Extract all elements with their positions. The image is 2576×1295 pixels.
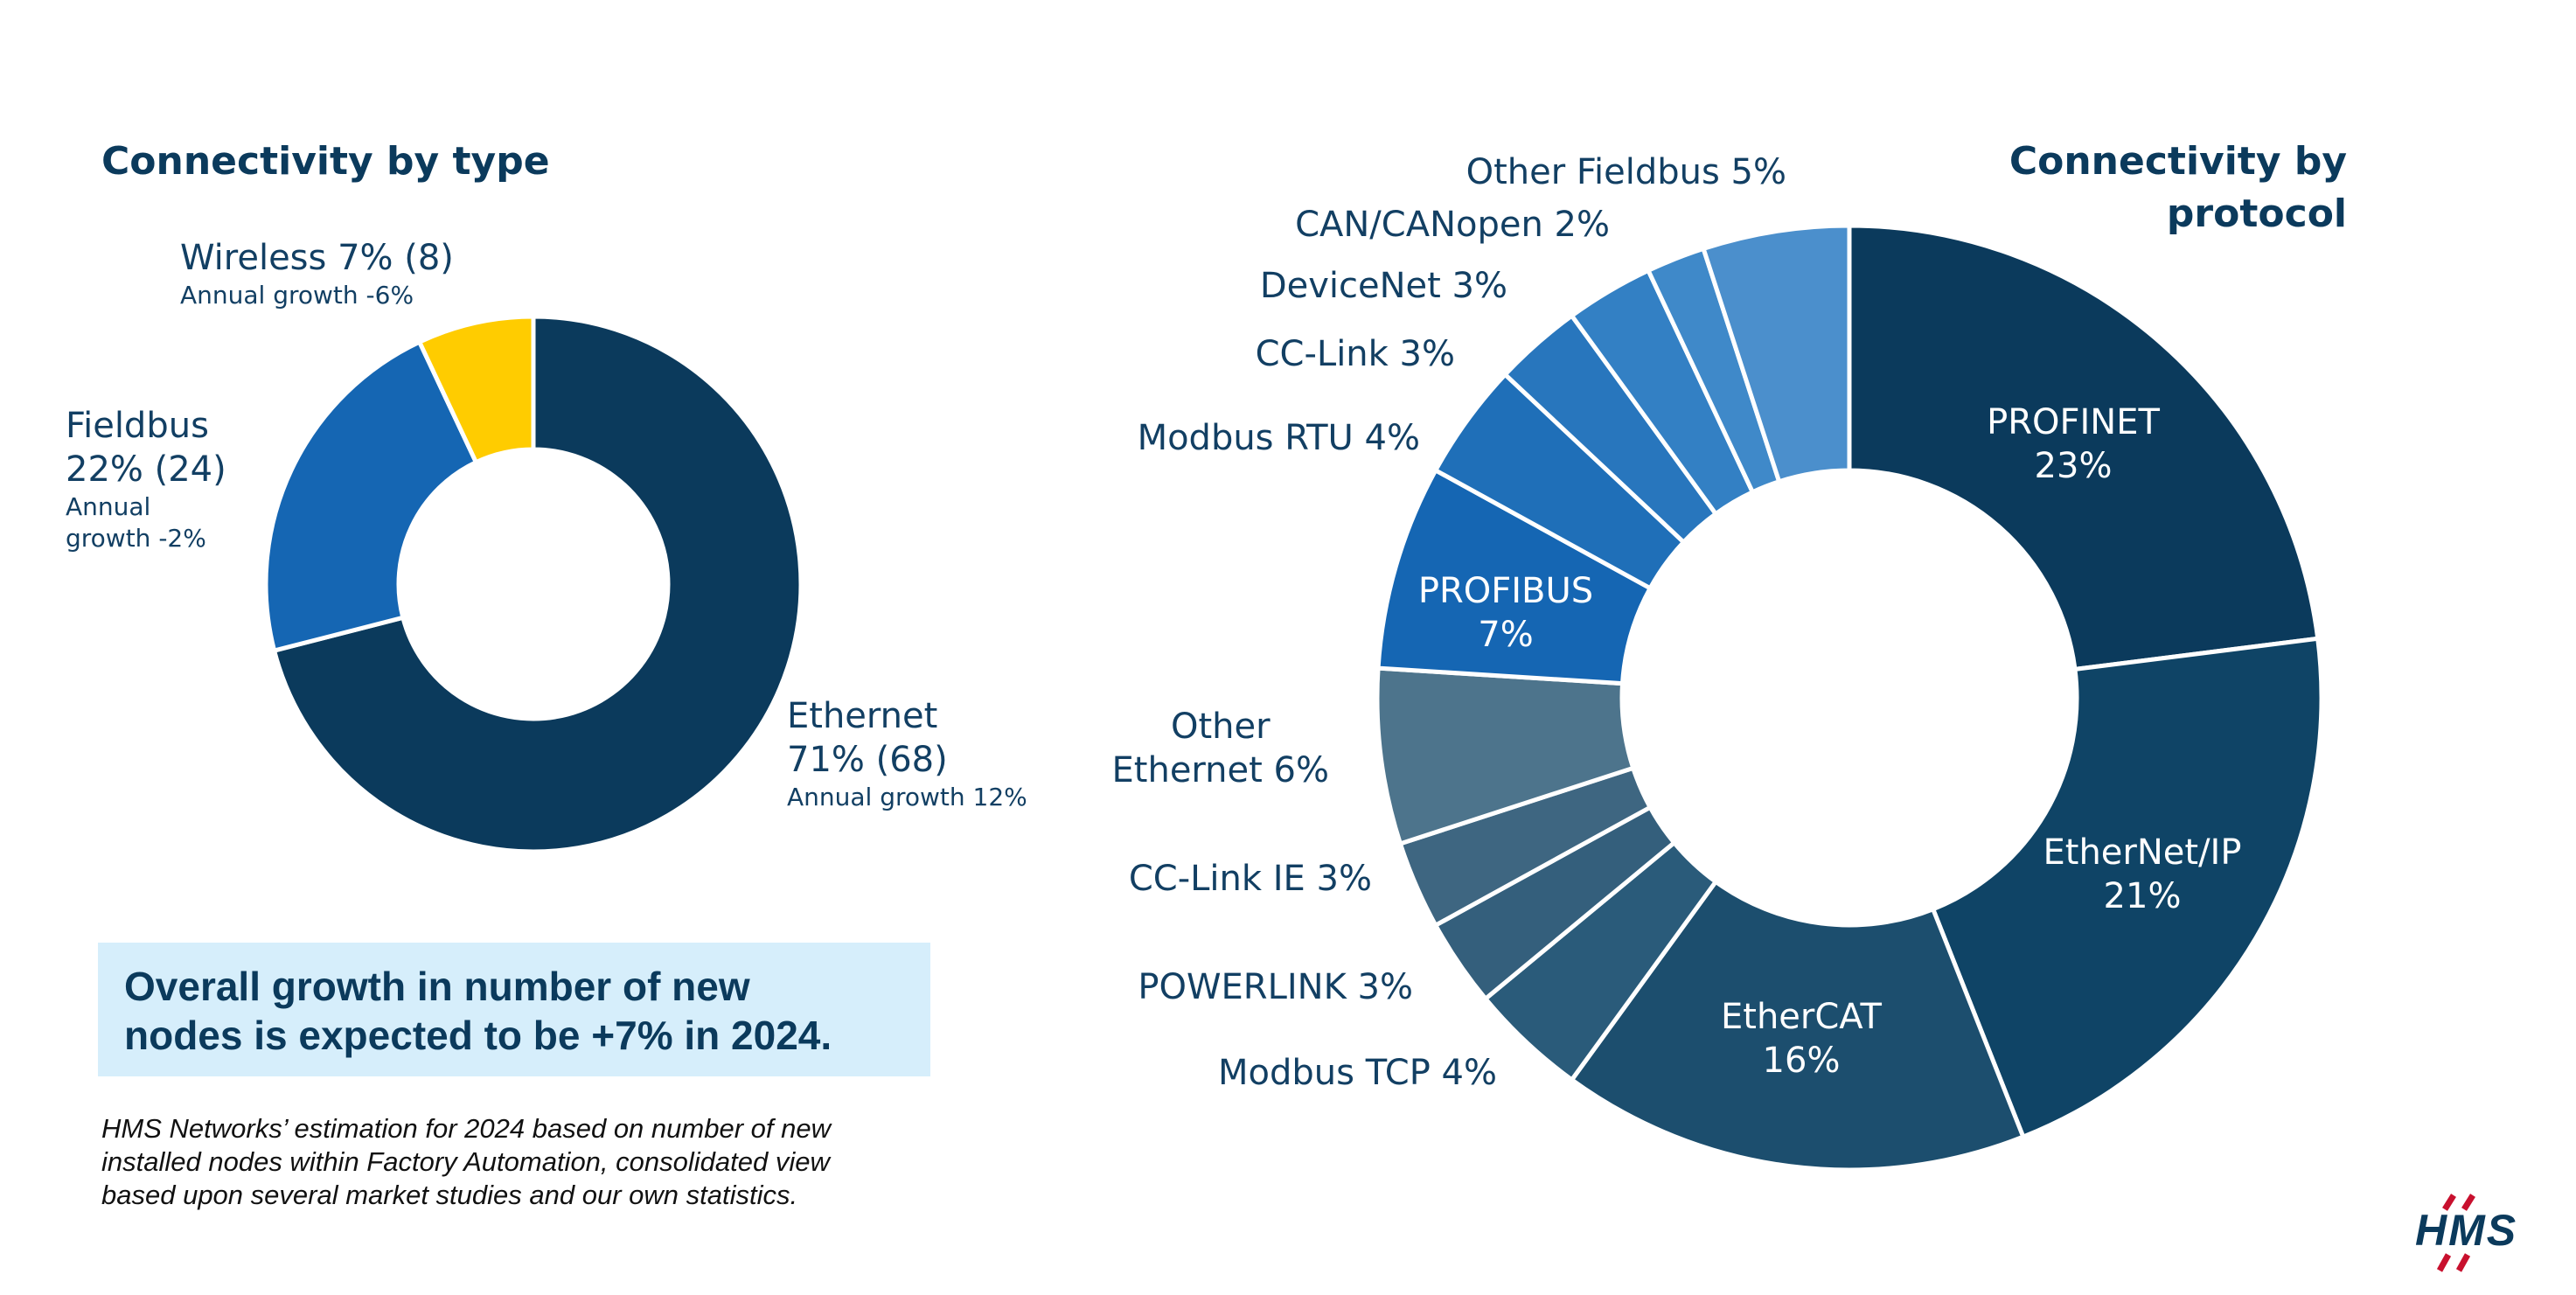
- ethernet-label-growth: Annual growth 12%: [787, 783, 1027, 811]
- callout-line-1: Overall growth in number of new: [124, 964, 750, 1009]
- hms-logo-top-slash-1: [2442, 1194, 2456, 1211]
- ethernetip-label-value: 21%: [2103, 876, 2182, 916]
- wireless-label: Wireless 7% (8) Annual growth -6%: [180, 236, 454, 311]
- protocol-slice-other-fieldbus: [1700, 223, 1852, 484]
- fieldbus-label: Fieldbus 22% (24) Annual growth -2%: [66, 404, 226, 554]
- protocol-title-line-1: Connectivity by: [2009, 139, 2347, 184]
- devicenet-label: DeviceNet 3%: [1259, 266, 1507, 306]
- profinet-label-value: 23%: [2034, 446, 2113, 486]
- footnote-line-2: installed nodes within Factory Automatio…: [101, 1146, 830, 1177]
- footnote-line-1: HMS Networks’ estimation for 2024 based …: [101, 1113, 831, 1144]
- other-ethernet-label: Other Ethernet 6%: [1112, 705, 1329, 792]
- ethercat-label-value: 16%: [1762, 1041, 1841, 1081]
- ethercat-label-name: EtherCAT: [1721, 997, 1882, 1037]
- ethernetip-label-name: EtherNet/IP: [2043, 832, 2242, 873]
- type-slice-fieldbus: [263, 338, 479, 654]
- cclink-ie-label: CC-Link IE 3%: [1128, 859, 1372, 899]
- type-chart-title: Connectivity by type: [101, 139, 550, 184]
- type-donut: [263, 314, 804, 854]
- other-ethernet-label-2: Ethernet 6%: [1111, 750, 1329, 790]
- cclink-label: CC-Link 3%: [1255, 334, 1455, 374]
- hms-logo-text: HMS: [2415, 1206, 2518, 1255]
- ethernet-label-name: Ethernet: [787, 696, 938, 736]
- fieldbus-label-name: Fieldbus: [66, 406, 209, 446]
- callout-line-2: nodes is expected to be +7% in 2024.: [124, 1013, 832, 1058]
- profibus-label-name: PROFIBUS: [1417, 571, 1594, 611]
- other-fieldbus-label: Other Fieldbus 5%: [1466, 152, 1786, 192]
- modbus-rtu-label: Modbus RTU 4%: [1137, 418, 1420, 458]
- protocol-donut: [1375, 223, 2324, 1173]
- other-ethernet-label-1: Other: [1170, 707, 1271, 747]
- modbus-tcp-label: Modbus TCP 4%: [1218, 1053, 1497, 1093]
- hms-logo-bottom-slash-2: [2455, 1253, 2471, 1272]
- powerlink-label: POWERLINK 3%: [1138, 967, 1413, 1007]
- ethernet-label: Ethernet 71% (68) Annual growth 12%: [787, 694, 1027, 813]
- profibus-label-value: 7%: [1478, 615, 1534, 655]
- ethernet-label-value: 71% (68): [787, 740, 948, 780]
- footnote: HMS Networks’ estimation for 2024 based …: [101, 1112, 941, 1212]
- hms-logo-marks: [2436, 1194, 2475, 1272]
- wireless-label-main: Wireless 7% (8): [180, 238, 454, 278]
- fieldbus-label-value: 22% (24): [66, 449, 226, 490]
- footnote-line-3: based upon several market studies and ou…: [101, 1180, 798, 1210]
- type-slice-ethernet: [271, 314, 804, 854]
- fieldbus-label-growth-1: Annual: [66, 492, 151, 521]
- growth-callout: Overall growth in number of new nodes is…: [98, 943, 930, 1076]
- hms-logo-top-slash-2: [2461, 1194, 2475, 1211]
- hms-logo-bottom-slash-1: [2436, 1253, 2452, 1272]
- ethernetip-label: EtherNet/IP 21%: [2011, 831, 2273, 918]
- protocol-title-line-2: protocol: [2166, 191, 2347, 236]
- protocol-slice-ethernet-ip: [1930, 636, 2324, 1140]
- profinet-label: PROFINET 23%: [1946, 400, 2200, 488]
- profibus-label: PROFIBUS 7%: [1383, 569, 1628, 657]
- type-slice-wireless: [416, 314, 536, 465]
- fieldbus-label-growth-2: growth -2%: [66, 524, 206, 553]
- hms-logo: [2436, 1194, 2475, 1272]
- canopen-label: CAN/CANopen 2%: [1295, 205, 1610, 245]
- profinet-label-name: PROFINET: [1987, 402, 2160, 442]
- protocol-slice-profinet: [1847, 223, 2321, 672]
- protocol-chart-title: Connectivity by protocol: [2009, 136, 2347, 240]
- protocol-slice-ethercat: [1569, 878, 2027, 1173]
- wireless-label-growth: Annual growth -6%: [180, 281, 414, 310]
- ethercat-label: EtherCAT 16%: [1679, 995, 1924, 1083]
